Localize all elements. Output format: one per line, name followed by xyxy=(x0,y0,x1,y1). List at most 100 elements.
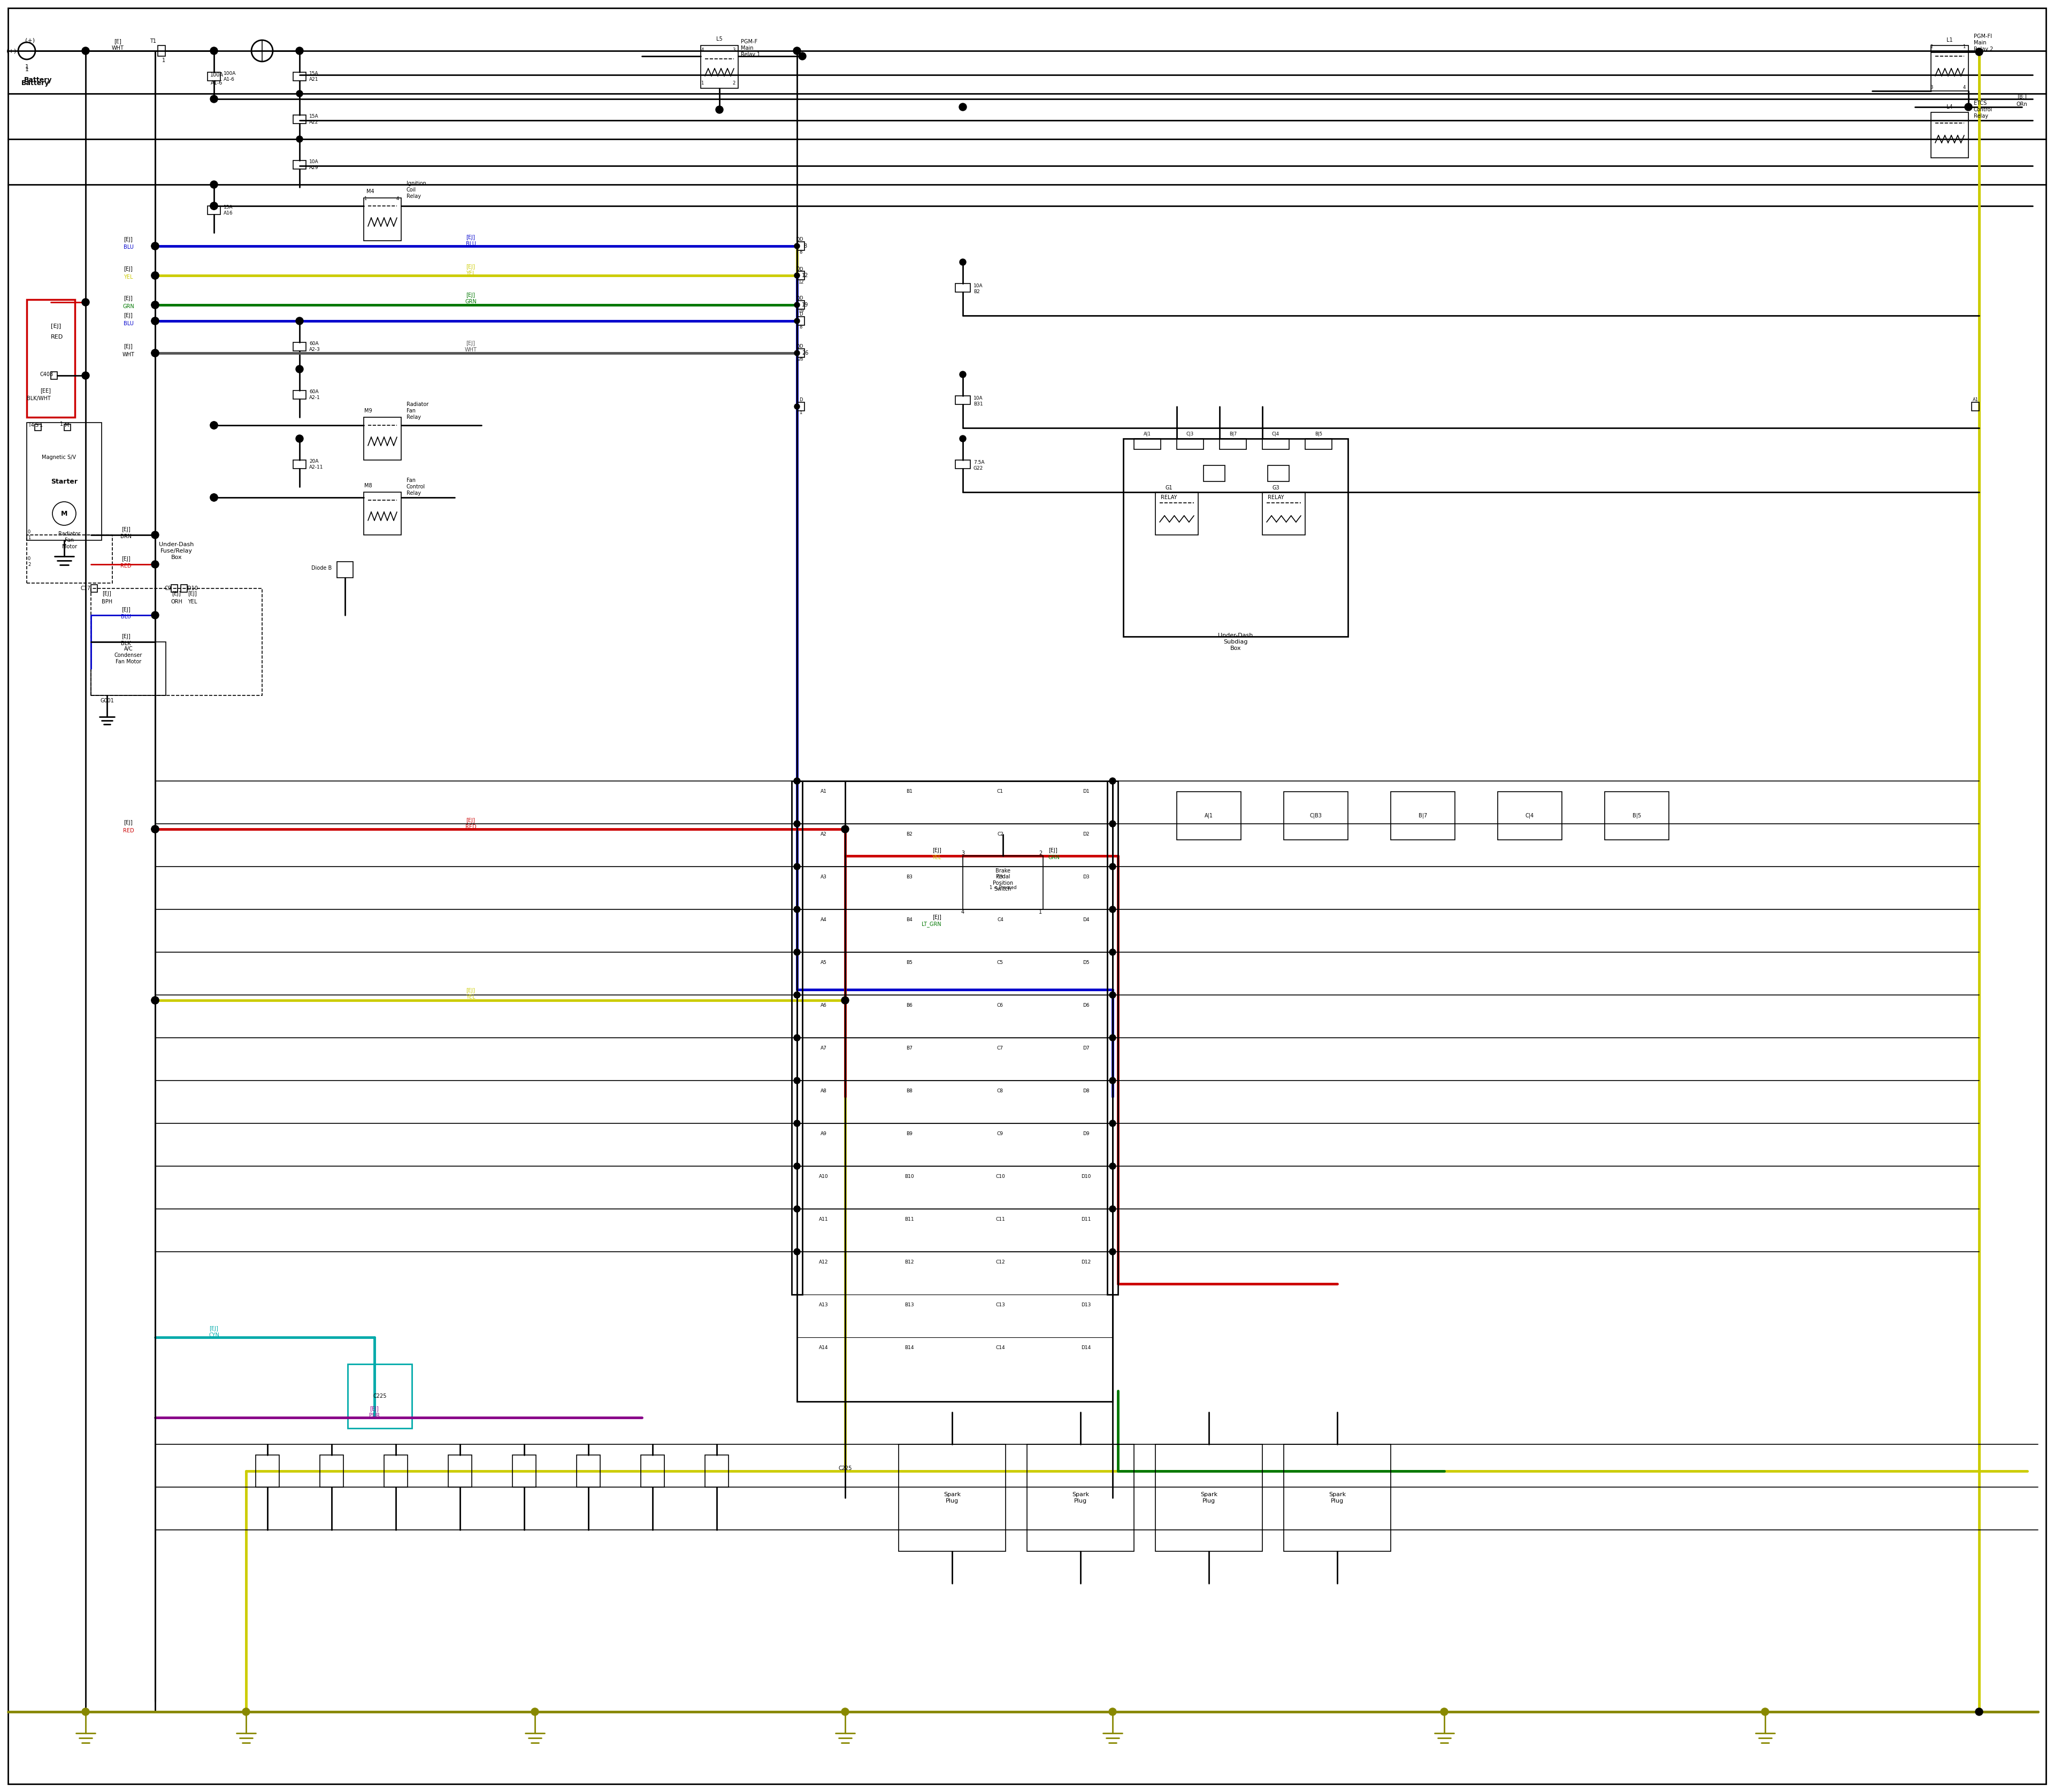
Text: ORH: ORH xyxy=(170,599,183,604)
Text: LT_GRN: LT_GRN xyxy=(922,921,941,926)
Bar xyxy=(791,781,803,1294)
Circle shape xyxy=(1109,864,1115,869)
Text: 3: 3 xyxy=(961,851,965,857)
Circle shape xyxy=(296,90,302,97)
Text: RED: RED xyxy=(123,828,134,833)
Bar xyxy=(170,584,177,591)
Circle shape xyxy=(152,826,158,833)
Bar xyxy=(1931,113,1968,158)
Circle shape xyxy=(152,272,158,280)
Text: B12: B12 xyxy=(904,1260,914,1265)
Text: C17: C17 xyxy=(80,586,90,591)
Circle shape xyxy=(210,421,218,428)
Text: 1: 1 xyxy=(1964,45,1966,50)
Text: 3: 3 xyxy=(1931,84,1933,90)
Bar xyxy=(1284,792,1347,840)
Circle shape xyxy=(793,1249,801,1254)
Circle shape xyxy=(152,301,158,308)
Circle shape xyxy=(296,136,302,142)
Text: 1: 1 xyxy=(162,57,164,63)
Bar xyxy=(294,461,306,468)
Text: D: D xyxy=(797,237,801,242)
Circle shape xyxy=(1109,907,1115,912)
Text: 4: 4 xyxy=(961,909,965,914)
Circle shape xyxy=(210,495,218,502)
Circle shape xyxy=(296,47,304,54)
Text: YEL: YEL xyxy=(933,855,941,860)
Circle shape xyxy=(296,435,304,443)
Bar xyxy=(1604,792,1668,840)
Bar xyxy=(705,1455,729,1487)
Circle shape xyxy=(152,272,158,280)
Circle shape xyxy=(210,47,218,54)
Text: A12: A12 xyxy=(820,1260,828,1265)
Text: 10A
A29: 10A A29 xyxy=(310,159,318,170)
Bar xyxy=(1177,792,1241,840)
Text: GRN: GRN xyxy=(1048,855,1060,860)
Text: [B:]: [B:] xyxy=(2017,93,2027,99)
Text: [EJ]: [EJ] xyxy=(121,556,129,561)
Text: [EJ]: [EJ] xyxy=(51,324,62,330)
Circle shape xyxy=(1762,1708,1768,1715)
Text: T1: T1 xyxy=(150,38,156,43)
Text: A10: A10 xyxy=(820,1174,828,1179)
Text: B8: B8 xyxy=(906,1090,912,1093)
Text: D1: D1 xyxy=(1082,788,1089,794)
Text: D5: D5 xyxy=(1082,961,1089,966)
Text: BLU: BLU xyxy=(121,615,131,620)
Text: [EJ]
BLU: [EJ] BLU xyxy=(466,235,477,247)
Text: 1: 1 xyxy=(1039,909,1041,914)
Bar xyxy=(181,584,187,591)
Circle shape xyxy=(152,301,158,308)
Text: A/C
Condenser
Fan Motor: A/C Condenser Fan Motor xyxy=(115,647,142,665)
Circle shape xyxy=(212,48,218,54)
Bar xyxy=(641,1455,663,1487)
Text: B7: B7 xyxy=(906,1047,912,1050)
Text: WHT: WHT xyxy=(123,351,134,357)
Text: 60A
A2-3: 60A A2-3 xyxy=(310,342,320,351)
Circle shape xyxy=(82,1708,88,1715)
Text: Fan
Control
Relay: Fan Control Relay xyxy=(407,478,425,496)
Text: C13: C13 xyxy=(996,1303,1004,1308)
Circle shape xyxy=(210,495,218,502)
Text: 26: 26 xyxy=(801,351,809,357)
Text: C9: C9 xyxy=(996,1131,1004,1136)
Text: B1: B1 xyxy=(906,788,912,794)
Text: M8: M8 xyxy=(364,484,372,489)
Text: RED: RED xyxy=(121,563,131,568)
Circle shape xyxy=(795,244,799,249)
Text: RELAY: RELAY xyxy=(1161,495,1177,500)
Circle shape xyxy=(793,991,801,998)
Text: 8: 8 xyxy=(803,244,807,249)
Circle shape xyxy=(152,996,158,1004)
Text: [EJ]: [EJ] xyxy=(173,591,181,597)
Circle shape xyxy=(210,95,218,102)
Text: [EJ]: [EJ] xyxy=(1048,848,1058,853)
Bar xyxy=(900,1444,1006,1552)
Text: D: D xyxy=(797,267,801,272)
Text: [EJ]
YEL: [EJ] YEL xyxy=(466,265,474,276)
Text: A2: A2 xyxy=(822,831,828,837)
Text: D: D xyxy=(797,344,801,349)
Circle shape xyxy=(793,47,801,54)
Text: Starter: Starter xyxy=(51,478,78,486)
Bar xyxy=(35,425,41,430)
Bar xyxy=(364,197,401,240)
Bar xyxy=(207,72,220,81)
Circle shape xyxy=(1109,1708,1115,1715)
Bar xyxy=(1154,493,1197,536)
Text: BPH: BPH xyxy=(101,599,113,604)
Text: [EJ]: [EJ] xyxy=(121,527,129,532)
Text: BRN: BRN xyxy=(119,534,131,539)
Text: M4: M4 xyxy=(366,188,374,194)
Circle shape xyxy=(793,864,801,869)
Text: 0
1: 0 1 xyxy=(29,530,31,539)
Circle shape xyxy=(152,996,158,1004)
Text: B11: B11 xyxy=(904,1217,914,1222)
Circle shape xyxy=(959,371,965,378)
Circle shape xyxy=(793,1206,801,1211)
Circle shape xyxy=(210,181,218,188)
Text: 26: 26 xyxy=(797,357,803,362)
Text: D12: D12 xyxy=(1080,1260,1091,1265)
Bar xyxy=(1134,439,1161,450)
